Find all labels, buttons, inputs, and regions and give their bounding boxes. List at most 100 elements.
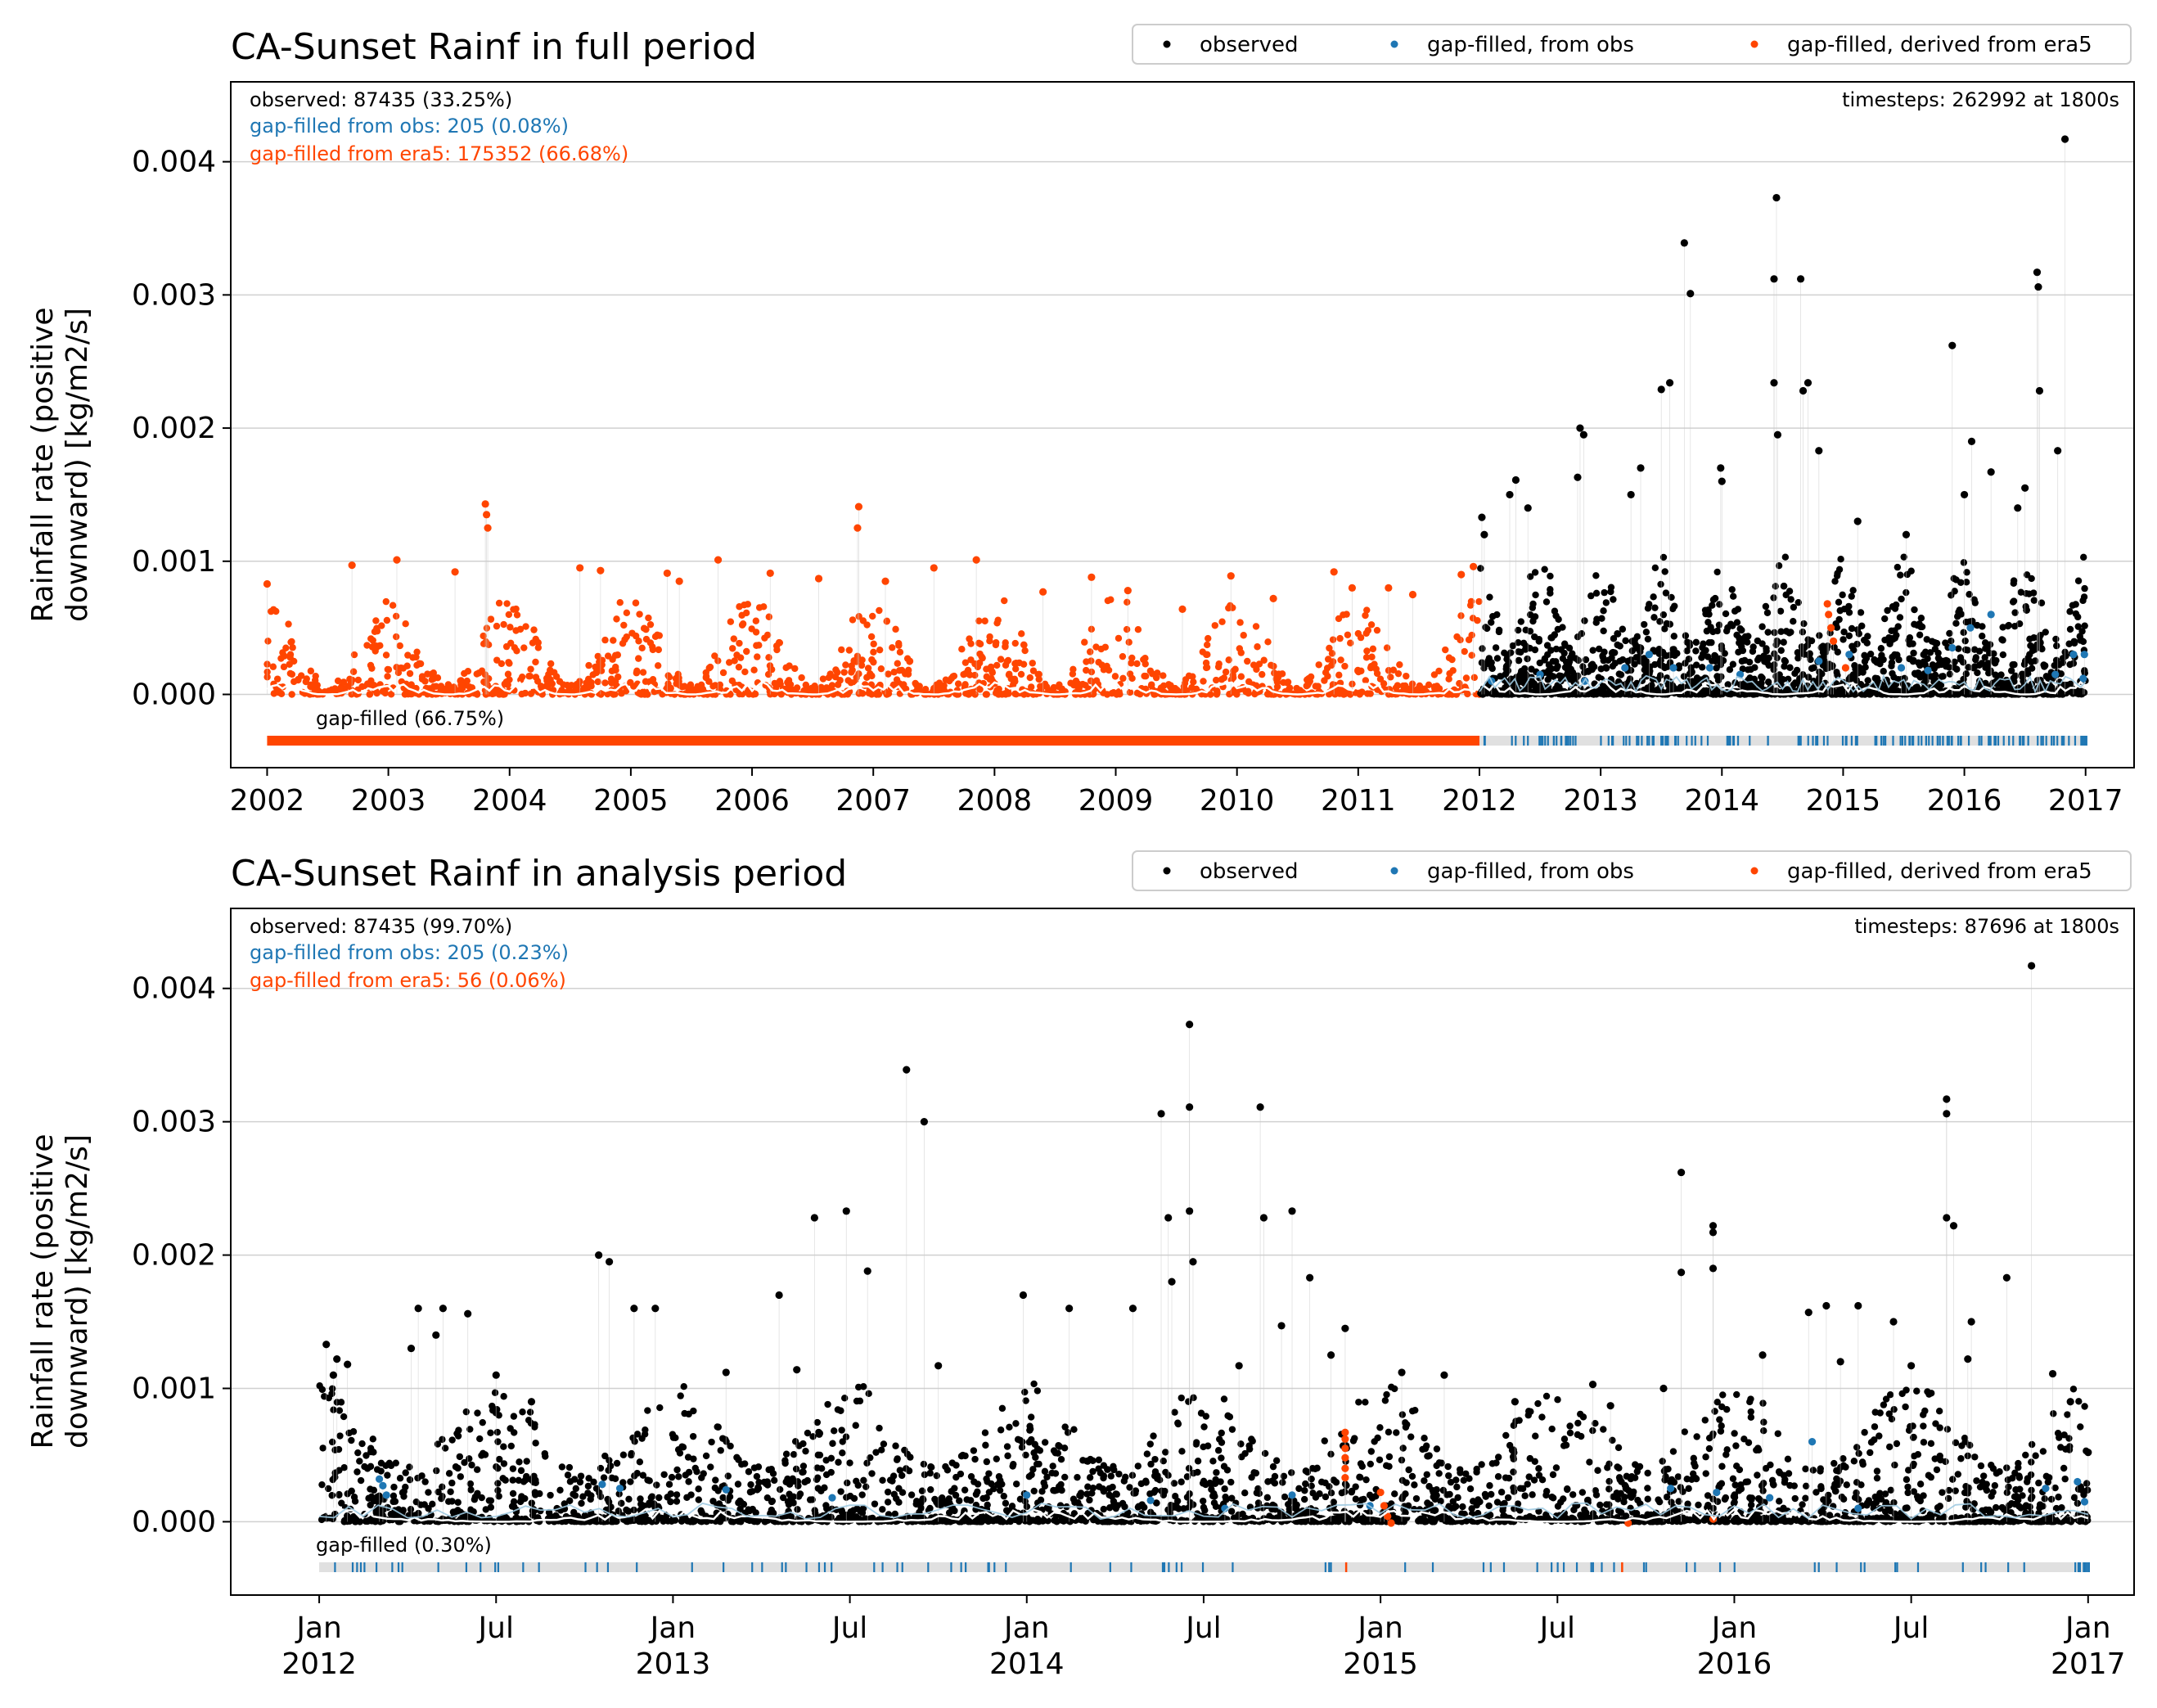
observed-density-point [1948,637,1955,645]
observed-density-point [860,1476,867,1485]
observed-density-point [1804,674,1813,681]
strip-gap-tick [1728,736,1731,746]
era5-density-point [731,657,738,665]
observed-density-point [1864,677,1871,684]
observed-density-point [2081,1403,2088,1410]
era5-density-point [1408,680,1416,687]
era5-density-point [765,654,772,661]
observed-density-point [1302,1467,1310,1475]
strip-gap-tick [1767,736,1769,746]
strip-gap-tick [1625,736,1628,746]
era5-density-point [1028,683,1035,691]
observed-density-point [1758,674,1766,682]
era5-density-point [1356,691,1363,698]
observed-density-point [619,1451,628,1458]
observed-density-point [1970,646,1979,653]
observed-density-point [1685,1485,1692,1493]
observed-density-point [1997,671,2005,678]
observed-density-point [1642,629,1650,636]
era5-density-point [730,635,737,642]
strip-gap-tick [2002,736,2005,746]
observed-density-point [1675,662,1683,669]
observed-density-point [1704,653,1712,660]
observed-density-point [1851,661,1858,669]
observed-density-point [1955,608,1962,616]
observed-density-point [1934,649,1942,657]
era5-density-point [1430,684,1439,692]
observed-density-point [1595,674,1602,681]
era5-density-point [743,647,750,656]
observed-density-point [920,1460,928,1468]
era5-density-point [1326,644,1333,652]
era5-density-point [786,681,795,688]
strip-gap-tick [1569,736,1572,746]
observed-density-point [1631,637,1638,644]
era5-density-point [1254,643,1261,651]
data-point [1686,290,1695,298]
y-tick-label: 0.002 [132,412,216,445]
observed-density-point [1554,1396,1561,1404]
observed-density-point [1657,656,1664,664]
observed-density-point [1970,596,1978,603]
observed-density-point [1522,642,1530,650]
era5-density-point [705,678,713,685]
observed-density-point [1705,639,1713,647]
observed-density-point [2036,1501,2044,1508]
era5-density-point [584,675,592,683]
observed-density-point [2027,642,2034,650]
era5-density-point [1222,668,1230,676]
era5-density-point [623,633,631,641]
observed-density-point [1589,647,1596,654]
strip-gap-tick [1547,736,1549,746]
strip-era5-band [267,736,1479,746]
observed-density-point [1713,568,1721,576]
observed-density-point [1952,1487,1959,1494]
era5-density-point [484,641,493,649]
era5-density-point [971,671,979,679]
data-point [1178,605,1187,613]
observed-density-point [1955,645,1962,652]
era5-density-point [1354,629,1362,638]
era5-density-point [302,678,310,686]
era5-density-point [430,683,438,691]
observed-density-point [1843,1481,1851,1489]
observed-density-point [1702,1453,1709,1461]
observed-density-point [1934,654,1943,662]
strip-gap-tick [2023,736,2025,746]
era5-density-point [993,638,1000,647]
observed-density-point [1650,593,1657,601]
data-point [2034,282,2042,291]
era5-density-point [1275,670,1283,678]
observed-baseline-point [1955,690,1962,697]
era5-density-point [954,680,962,687]
observed-density-point [2012,1492,2020,1500]
observed-density-point [1509,642,1516,650]
observed-density-point [1086,1496,1093,1504]
observed-density-point [1687,664,1695,671]
era5-density-point [1029,667,1038,674]
gap-filled-label: gap-filled (66.75%) [316,707,504,730]
era5-density-point [1425,681,1433,689]
era5-density-point [1329,636,1337,643]
x-axis: 2002 2003 2004 2005 2006 2007 2008 2009 2010 2011… [230,768,2123,818]
observed-density-point [1200,1503,1208,1512]
observed-density-point [487,1429,494,1436]
observed-density-point [1927,1440,1935,1448]
observed-density-point [1504,667,1512,674]
strip-gap-tick [1544,736,1547,746]
observed-density-point [1735,648,1742,656]
era5-density-point [754,653,761,660]
observed-density-point [1956,680,1963,687]
observed-density-point [1559,624,1566,631]
era5-density-point [863,621,871,629]
era5-density-point [286,669,295,678]
data-point [1960,490,1969,499]
era5-density-point [1011,678,1019,685]
observed-density-point [1718,1462,1726,1470]
observed-density-point [1716,601,1723,608]
observed-density-point [1840,605,1849,613]
era5-density-point [1314,683,1322,690]
data-point [2054,447,2062,455]
era5-density-point [416,660,423,667]
observed-density-point [318,1480,326,1489]
